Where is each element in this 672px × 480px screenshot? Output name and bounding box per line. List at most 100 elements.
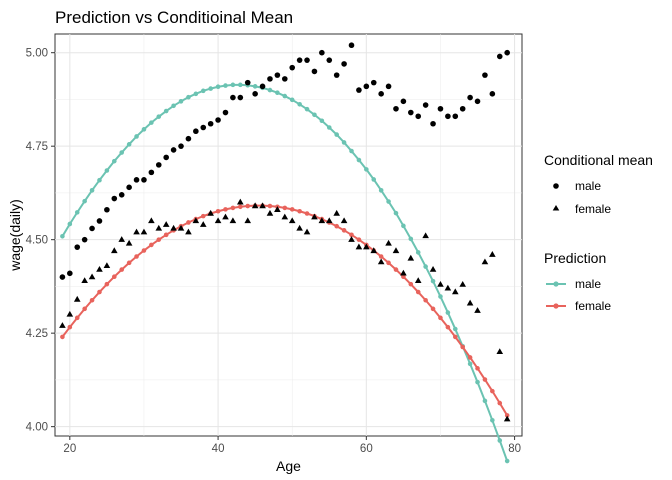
prediction-point-female	[423, 297, 428, 303]
conditional-mean-point-female	[496, 348, 504, 355]
conditional-mean-point-female	[73, 295, 81, 302]
prediction-point-male	[430, 278, 436, 284]
conditional-mean-point-female	[451, 288, 459, 295]
conditional-mean-point-female	[385, 239, 392, 246]
conditional-mean-point-male	[281, 76, 288, 82]
conditional-mean-point-male	[193, 128, 199, 135]
conditional-mean-point-male	[467, 94, 473, 101]
conditional-mean-point-female	[407, 254, 415, 261]
prediction-point-male	[186, 94, 191, 100]
prediction-point-male	[89, 188, 95, 193]
prediction-point-male	[364, 167, 369, 172]
conditional-mean-point-female	[392, 247, 400, 254]
prediction-point-female	[238, 204, 243, 210]
conditional-mean-point-female	[466, 299, 474, 306]
conditional-mean-point-male	[148, 169, 155, 176]
prediction-point-male	[445, 310, 451, 315]
prediction-point-male	[312, 112, 317, 118]
conditional-mean-point-female	[103, 262, 111, 269]
conditional-mean-point-male	[489, 91, 496, 97]
prediction-point-female	[267, 203, 273, 209]
prediction-point-female	[504, 413, 510, 418]
prediction-point-female	[460, 344, 465, 350]
conditional-mean-point-female	[192, 217, 200, 224]
conditional-mean-point-male	[378, 91, 384, 97]
conditional-mean-point-male	[89, 225, 95, 232]
conditional-mean-point-male	[185, 135, 192, 142]
legend-prediction-male-label: male	[575, 277, 601, 291]
prediction-point-female	[245, 203, 251, 209]
conditional-mean-point-female	[222, 213, 229, 220]
conditional-mean-point-female	[370, 247, 378, 254]
prediction-point-female	[415, 289, 421, 295]
x-tick-label: 40	[212, 443, 225, 455]
conditional-mean-point-male	[326, 57, 333, 63]
conditional-mean-point-male	[259, 83, 266, 90]
prediction-point-female	[134, 254, 139, 259]
conditional-mean-point-male	[155, 162, 162, 168]
conditional-mean-point-male	[341, 61, 347, 67]
conditional-mean-point-male	[385, 83, 392, 90]
prediction-point-female	[163, 232, 169, 238]
prediction-point-male	[408, 236, 414, 242]
prediction-point-female	[223, 207, 228, 212]
conditional-mean-point-female	[340, 217, 348, 224]
conditional-mean-point-female	[148, 217, 155, 224]
conditional-mean-point-male	[415, 113, 422, 120]
prediction-point-male	[475, 379, 480, 385]
conditional-mean-point-male	[178, 143, 184, 149]
prediction-point-female	[297, 208, 302, 214]
chart-title: Prediction vs Conditioinal Mean	[55, 8, 293, 27]
prediction-point-male	[282, 93, 288, 99]
legend-prediction-male-point	[553, 281, 559, 287]
conditional-mean-point-female	[214, 217, 222, 224]
y-axis: 4.00 4.25 4.50 4.75 5.00	[26, 48, 55, 434]
conditional-mean-point-female	[170, 224, 177, 231]
conditional-mean-point-male	[59, 274, 66, 280]
prediction-point-male	[349, 148, 354, 154]
conditional-mean-point-female	[296, 224, 303, 231]
prediction-point-male	[134, 134, 139, 139]
prediction-point-female	[430, 306, 436, 312]
plot-panel	[54, 33, 523, 437]
prediction-point-male	[275, 90, 280, 96]
conditional-mean-point-female	[125, 239, 133, 246]
conditional-mean-point-male	[393, 105, 399, 112]
prediction-point-male	[467, 361, 473, 367]
legend-prediction: Prediction male female	[544, 250, 611, 313]
conditional-mean-point-male	[244, 79, 251, 86]
prediction-point-male	[238, 82, 243, 88]
conditional-mean-point-female	[81, 277, 88, 284]
conditional-mean-point-female	[229, 217, 237, 224]
x-tick-label: 60	[360, 443, 373, 455]
conditional-mean-point-female	[363, 243, 370, 250]
legend-prediction-female-point	[553, 303, 559, 309]
prediction-point-male	[252, 84, 258, 89]
conditional-mean-point-female	[318, 217, 326, 224]
prediction-point-male	[112, 158, 117, 164]
prediction-point-female	[119, 267, 125, 272]
prediction-point-female	[356, 237, 362, 242]
conditional-mean-point-female	[348, 236, 355, 242]
conditional-mean-point-female	[177, 224, 185, 231]
conditional-mean-point-female	[118, 236, 126, 242]
conditional-mean-point-male	[311, 68, 318, 75]
conditional-mean-point-female	[259, 202, 266, 209]
legend-prediction-female-label: female	[575, 299, 611, 313]
conditional-mean-point-female	[140, 228, 148, 235]
conditional-mean-point-female	[325, 217, 333, 224]
y-axis-title: wage(daily)	[7, 199, 23, 272]
conditional-mean-point-female	[311, 213, 318, 220]
conditional-mean-point-female	[244, 217, 252, 224]
prediction-point-male	[415, 250, 421, 255]
prediction-point-male	[156, 114, 162, 119]
prediction-point-male	[438, 294, 443, 299]
conditional-mean-point-male	[422, 102, 429, 108]
prediction-point-male	[386, 199, 391, 204]
prediction-point-male	[149, 120, 154, 125]
prediction-point-male	[104, 168, 110, 173]
conditional-mean-point-male	[474, 98, 481, 105]
conditional-mean-point-male	[252, 91, 258, 97]
conditional-mean-point-female	[207, 209, 214, 216]
